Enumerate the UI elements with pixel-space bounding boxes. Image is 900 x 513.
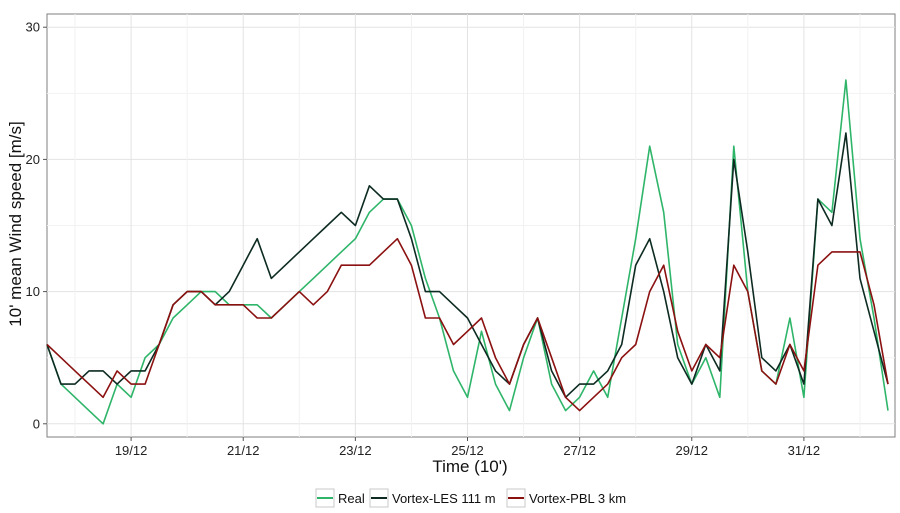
legend-item-vortex-les: Vortex-LES 111 m [369,488,496,508]
series-line-vortex-pbl-3-km [46,237,889,412]
legend-label-vortex-les: Vortex-LES 111 m [392,491,496,506]
legend: Real Vortex-LES 111 m Vortex-PBL 3 km [315,488,626,508]
y-tick-label: 20 [26,152,40,167]
legend-label-real: Real [338,491,365,506]
x-tick-label: 29/12 [675,443,708,458]
legend-item-real: Real [315,488,365,508]
y-axis-title: 10' mean Wind speed [m/s] [6,121,25,326]
x-axis: 19/12 21/12 23/12 25/12 27/12 29/12 31/12 [115,437,820,458]
legend-label-vortex-pbl: Vortex-PBL 3 km [529,491,626,506]
x-tick-label: 19/12 [115,443,148,458]
x-tick-label: 27/12 [563,443,596,458]
x-tick-label: 23/12 [339,443,372,458]
y-tick-label: 10 [26,284,40,299]
y-tick-label: 30 [26,20,40,35]
legend-item-vortex-pbl: Vortex-PBL 3 km [506,488,626,508]
y-tick-label: 0 [33,416,40,431]
y-axis: 0 10 20 30 [26,20,47,431]
grid-lines [47,14,895,437]
x-tick-label: 31/12 [788,443,821,458]
series-lines [46,79,889,425]
x-tick-label: 21/12 [227,443,260,458]
x-axis-title: Time (10') [432,457,507,476]
x-tick-label: 25/12 [451,443,484,458]
